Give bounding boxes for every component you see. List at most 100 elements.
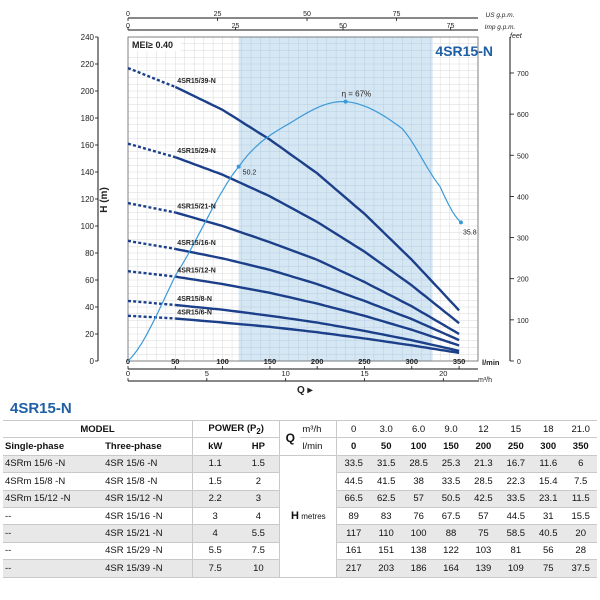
q-label: Q (279, 420, 301, 456)
three-phase-model: 4SR 15/39 -N (103, 559, 193, 578)
three-phase-model: 4SR 15/21 -N (103, 524, 193, 543)
head-value: 42.5 (467, 489, 500, 508)
head-value: 28.5 (467, 472, 500, 491)
three-phase-model: 4SR 15/8 -N (103, 472, 193, 491)
head-value: 21.3 (467, 454, 500, 474)
right-tick-label: 400 (517, 194, 529, 201)
efficiency-point (458, 220, 463, 225)
hp-header: HP (237, 437, 280, 456)
flow-lmin: 350 (564, 437, 597, 456)
flow-lmin: 200 (467, 437, 500, 456)
pump-curve-dashed (127, 270, 176, 278)
head-value: 75 (532, 559, 565, 578)
head-value: 138 (402, 541, 435, 561)
flow-m3h: 12 (467, 419, 500, 439)
head-value: 203 (370, 559, 403, 578)
power-kw: 4 (192, 524, 238, 543)
pump-curve (175, 303, 460, 353)
top-tick-label: 75 (447, 23, 455, 30)
flow-m3h: 6.0 (402, 419, 435, 439)
efficiency-curve-group (127, 99, 463, 362)
head-value: 7.5 (564, 472, 597, 491)
head-value: 31 (532, 506, 565, 526)
flow-m3h: 3.0 (370, 419, 403, 439)
single-phase-model: 4SRm 15/6 -N (3, 454, 104, 474)
head-value: 28 (564, 541, 597, 561)
pump-curve (175, 317, 460, 355)
head-value: 57 (467, 506, 500, 526)
head-value: 103 (467, 541, 500, 561)
single-phase-model: -- (3, 524, 104, 543)
efficiency-point (236, 164, 241, 169)
y-tick-label: 160 (81, 141, 95, 150)
right-tick-label: 500 (517, 153, 529, 160)
curve-label: 4SR15/39-N (177, 78, 216, 85)
y-tick-label: 0 (90, 357, 95, 366)
single-phase-model: -- (3, 506, 104, 526)
power-hp: 3 (237, 489, 280, 508)
power-kw: 2.2 (192, 489, 238, 508)
head-value: 50.5 (434, 489, 468, 508)
curve-label: 4SR15/8-N (177, 296, 212, 303)
head-value: 110 (370, 524, 403, 543)
h-label-text: H (291, 510, 299, 523)
power-hp: 7.5 (237, 541, 280, 561)
table-header-row-1: MODEL POWER (P2) Q m³/h 0 3.0 6.0 9.0 12… (3, 419, 597, 456)
chart-minor-grid (238, 36, 433, 362)
head-value: 33.5 (336, 454, 370, 474)
head-value: 15.5 (564, 506, 597, 526)
power-hp: 1.5 (237, 454, 280, 474)
top-tick-label: 75 (393, 11, 401, 18)
top-tick-label: 50 (303, 11, 311, 18)
kw-header: kW (192, 437, 238, 456)
curve-label: 4SR15/12-N (177, 268, 216, 275)
head-value: 139 (467, 559, 500, 578)
head-value: 88 (434, 524, 468, 543)
curve-label: 4SR15/6-N (177, 309, 212, 316)
head-value: 57 (402, 489, 435, 508)
top-tick-label: 0 (126, 23, 130, 30)
head-value: 44.5 (336, 472, 370, 491)
top-tick-label: 25 (232, 23, 240, 30)
head-value: 11.6 (532, 454, 565, 474)
h-unit-text: metres (298, 512, 326, 522)
x-unit-m3h: m³/h (478, 377, 492, 384)
right-tick-label: 600 (517, 112, 529, 119)
top-tick-label: 25 (214, 11, 222, 18)
flow-lmin: 0 (336, 437, 370, 456)
y-tick-label: 180 (81, 114, 95, 123)
head-value: 31.5 (370, 454, 403, 474)
right-axis-unit: feet (510, 33, 523, 40)
head-value: 75 (467, 524, 500, 543)
flow-lmin: 50 (370, 437, 403, 456)
h-label: H metres (279, 454, 337, 578)
three-phase-model: 4SR 15/29 -N (103, 541, 193, 561)
x-tick-label: 20 (439, 369, 447, 378)
table-row: -- 4SR 15/29 -N 5.5 7.5 161 151 138 122 103 81 56 2… (3, 541, 597, 561)
head-value: 15.4 (532, 472, 565, 491)
head-value: 83 (370, 506, 403, 526)
table-row: 4SRm 15/6 -N 4SR 15/6 -N 1.1 1.5 H metres 33.… (3, 454, 597, 578)
head-value: 66.5 (336, 489, 370, 508)
head-value: 161 (336, 541, 370, 561)
y-tick-label: 120 (81, 195, 95, 204)
head-value: 100 (402, 524, 435, 543)
x-tick-label: 100 (216, 357, 229, 366)
head-value: 67.5 (434, 506, 468, 526)
head-value: 20 (564, 524, 597, 543)
plot-frame (127, 36, 479, 362)
three-phase-model: 4SR 15/16 -N (103, 506, 193, 526)
head-value: 186 (402, 559, 435, 578)
power-hp: 5.5 (237, 524, 280, 543)
spec-table: MODEL POWER (P2) Q m³/h 0 3.0 6.0 9.0 12… (3, 419, 597, 578)
head-value: 217 (336, 559, 370, 578)
head-value: 122 (434, 541, 468, 561)
y-tick-label: 240 (81, 33, 95, 42)
pump-curve (175, 247, 460, 342)
three-phase-header: Three-phase (103, 437, 193, 456)
top-tick-label: 0 (126, 11, 130, 18)
head-value: 41.5 (370, 472, 403, 491)
pump-curve-dashed (127, 142, 176, 159)
x-tick-label: 15 (360, 369, 368, 378)
